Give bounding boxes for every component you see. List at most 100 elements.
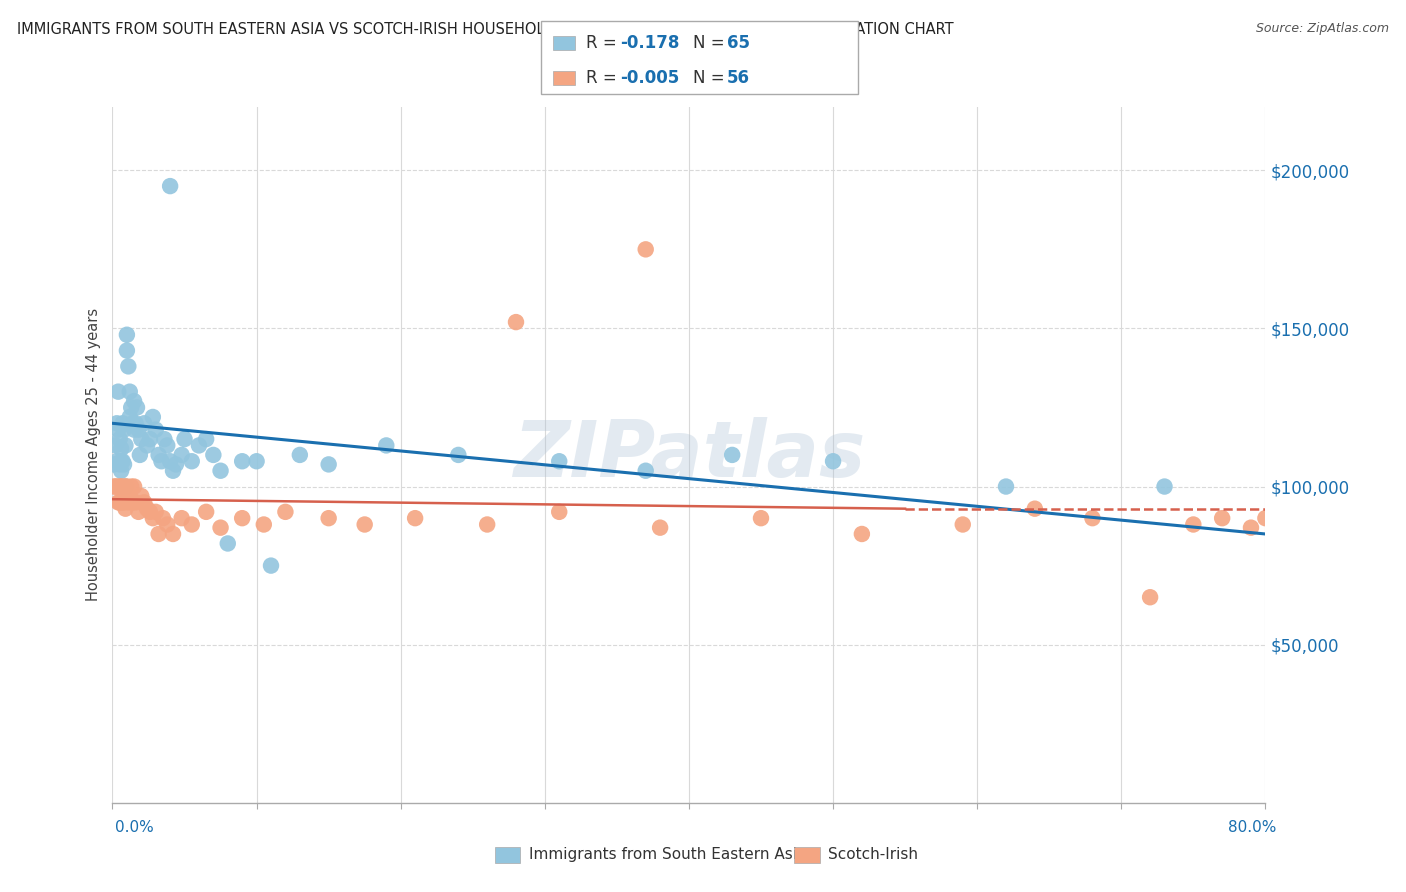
Text: Immigrants from South Eastern Asia: Immigrants from South Eastern Asia — [529, 847, 806, 862]
Point — [136, 438, 159, 452]
Point — [128, 448, 150, 462]
Point — [145, 423, 167, 437]
Text: ZIPatlas: ZIPatlas — [513, 417, 865, 493]
Point — [375, 438, 398, 452]
Point — [851, 527, 873, 541]
Text: N =: N = — [693, 70, 730, 87]
Point — [117, 359, 139, 374]
Text: N =: N = — [693, 34, 730, 52]
Point — [648, 521, 672, 535]
Point — [318, 511, 340, 525]
Point — [1240, 521, 1263, 535]
Point — [110, 479, 132, 493]
Point — [318, 458, 340, 472]
Point — [159, 454, 181, 468]
Point — [162, 464, 184, 478]
Point — [111, 417, 134, 431]
Point — [162, 527, 184, 541]
Point — [952, 517, 974, 532]
Point — [118, 489, 141, 503]
Text: -0.178: -0.178 — [620, 34, 679, 52]
Point — [104, 479, 127, 493]
Point — [129, 432, 153, 446]
Point — [121, 495, 143, 509]
Point — [134, 495, 156, 509]
Point — [134, 417, 156, 431]
Point — [108, 479, 131, 493]
Text: 56: 56 — [727, 70, 749, 87]
Point — [1268, 274, 1291, 288]
Point — [108, 432, 131, 446]
Point — [118, 384, 141, 399]
Point — [114, 438, 136, 452]
Y-axis label: Householder Income Ages 25 - 44 years: Householder Income Ages 25 - 44 years — [86, 309, 101, 601]
Text: 80.0%: 80.0% — [1229, 821, 1277, 835]
Point — [548, 505, 571, 519]
Text: IMMIGRANTS FROM SOUTH EASTERN ASIA VS SCOTCH-IRISH HOUSEHOLDER INCOME AGES 25 - : IMMIGRANTS FROM SOUTH EASTERN ASIA VS SC… — [17, 22, 953, 37]
Point — [1254, 511, 1277, 525]
Point — [145, 505, 167, 519]
Point — [108, 479, 131, 493]
Point — [142, 511, 165, 525]
Point — [105, 479, 128, 493]
Point — [115, 479, 138, 493]
Point — [108, 458, 131, 472]
Point — [112, 423, 135, 437]
Point — [209, 521, 232, 535]
Point — [112, 489, 135, 503]
Point — [217, 536, 239, 550]
Point — [353, 517, 375, 532]
Point — [127, 505, 149, 519]
Point — [111, 479, 134, 493]
Point — [1081, 511, 1104, 525]
Text: 0.0%: 0.0% — [115, 821, 155, 835]
Point — [821, 454, 844, 468]
Point — [475, 517, 498, 532]
Point — [112, 458, 135, 472]
Text: -0.005: -0.005 — [620, 70, 679, 87]
Point — [1139, 591, 1161, 605]
Point — [170, 448, 193, 462]
Point — [129, 489, 153, 503]
Point — [112, 495, 135, 509]
Point — [114, 479, 136, 493]
Text: R =: R = — [586, 70, 623, 87]
Point — [122, 394, 145, 409]
Point — [231, 511, 253, 525]
Point — [110, 464, 132, 478]
Point — [115, 327, 138, 342]
Point — [104, 438, 127, 452]
Point — [108, 495, 131, 509]
Text: 65: 65 — [727, 34, 749, 52]
Point — [159, 179, 181, 194]
Point — [103, 479, 125, 493]
Point — [404, 511, 426, 525]
Point — [105, 454, 128, 468]
Point — [202, 448, 225, 462]
Point — [195, 432, 218, 446]
Point — [288, 448, 311, 462]
Point — [152, 511, 174, 525]
Point — [1153, 479, 1175, 493]
Point — [136, 501, 159, 516]
Point — [156, 517, 179, 532]
Point — [107, 384, 129, 399]
Point — [122, 423, 145, 437]
Text: Scotch-Irish: Scotch-Irish — [828, 847, 918, 862]
Point — [103, 458, 125, 472]
Point — [124, 417, 146, 431]
Point — [150, 454, 173, 468]
Point — [245, 454, 267, 468]
Point — [121, 417, 143, 431]
Point — [274, 505, 297, 519]
Point — [107, 423, 129, 437]
Point — [1182, 517, 1205, 532]
Point — [1211, 511, 1233, 525]
Point — [125, 401, 148, 415]
Point — [107, 495, 129, 509]
Point — [749, 511, 772, 525]
Point — [173, 432, 195, 446]
Point — [124, 495, 146, 509]
Point — [139, 505, 162, 519]
Point — [180, 454, 202, 468]
